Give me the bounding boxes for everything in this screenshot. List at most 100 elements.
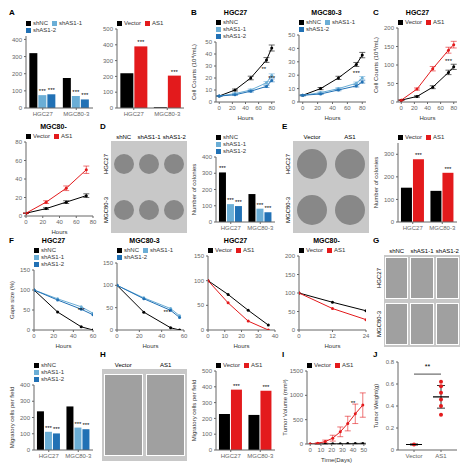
svg-text:0: 0 [201, 327, 205, 333]
svg-text:30: 30 [288, 59, 295, 65]
svg-text:Vector: Vector [405, 453, 422, 459]
svg-text:Hours: Hours [233, 343, 249, 349]
svg-text:***: *** [45, 425, 53, 431]
svg-text:***: *** [74, 421, 82, 427]
svg-text:Hours: Hours [142, 343, 158, 349]
svg-text:0: 0 [209, 99, 213, 105]
svg-text:200: 200 [202, 416, 213, 422]
svg-text:150: 150 [285, 272, 296, 278]
svg-text:20: 20 [411, 105, 418, 111]
svg-text:***: *** [444, 166, 452, 172]
svg-text:50: 50 [288, 309, 295, 315]
svg-text:100: 100 [20, 287, 31, 293]
svg-text:60: 60 [255, 105, 262, 111]
svg-text:HGC27: HGC27 [221, 453, 242, 459]
svg-text:20: 20 [328, 447, 335, 453]
svg-text:**: ** [262, 66, 267, 72]
svg-text:0: 0 [206, 333, 210, 339]
svg-text:0: 0 [24, 219, 28, 225]
svg-text:0.4: 0.4 [386, 403, 395, 409]
svg-text:1500: 1500 [290, 368, 304, 374]
svg-text:Hours: Hours [324, 343, 340, 349]
svg-text:***: *** [264, 205, 272, 211]
svg-text:500: 500 [103, 26, 114, 32]
svg-text:80: 80 [359, 105, 366, 111]
svg-text:100: 100 [103, 282, 114, 288]
svg-text:***: *** [164, 309, 172, 315]
svg-text:0.2: 0.2 [386, 425, 395, 431]
svg-text:200: 200 [202, 187, 213, 193]
svg-text:300: 300 [384, 151, 395, 157]
svg-text:100: 100 [285, 290, 296, 296]
svg-text:40: 40 [242, 105, 249, 111]
svg-text:400: 400 [12, 37, 23, 43]
svg-text:60: 60 [15, 158, 22, 164]
svg-text:Hours: Hours [51, 229, 67, 235]
svg-text:20: 20 [205, 75, 212, 81]
svg-text:50: 50 [23, 307, 30, 313]
svg-text:0: 0 [27, 327, 31, 333]
svg-text:10: 10 [221, 333, 228, 339]
svg-text:0: 0 [391, 219, 395, 225]
svg-text:0: 0 [292, 99, 296, 105]
svg-text:20: 20 [136, 333, 143, 339]
svg-text:HGC27: HGC27 [403, 225, 424, 231]
svg-text:50: 50 [361, 447, 368, 453]
svg-text:60: 60 [437, 105, 444, 111]
svg-text:0: 0 [115, 333, 119, 339]
svg-text:60: 60 [181, 333, 188, 339]
svg-text:***: *** [171, 69, 179, 75]
svg-text:50: 50 [288, 32, 295, 38]
svg-text:0: 0 [218, 105, 222, 111]
svg-text:Cell Counts (10⁴/mL): Cell Counts (10⁴/mL) [373, 37, 379, 93]
svg-text:40: 40 [205, 51, 212, 57]
svg-text:HGC27: HGC27 [39, 453, 60, 459]
svg-text:0: 0 [32, 333, 36, 339]
svg-text:***: *** [82, 422, 90, 428]
svg-text:50: 50 [205, 39, 212, 45]
svg-text:400: 400 [202, 384, 213, 390]
svg-text:HGC27: HGC27 [221, 225, 242, 231]
svg-text:MGC80-3: MGC80-3 [65, 453, 92, 459]
svg-text:24: 24 [363, 333, 370, 339]
svg-text:200: 200 [103, 74, 114, 80]
svg-text:40: 40 [15, 176, 22, 182]
svg-text:20: 20 [50, 333, 57, 339]
svg-text:***: *** [81, 92, 89, 98]
svg-text:300: 300 [20, 398, 31, 404]
svg-text:HGC27: HGC27 [124, 111, 145, 117]
svg-text:***: *** [39, 88, 47, 94]
svg-text:0: 0 [400, 105, 404, 111]
svg-text:Migratory cells per field: Migratory cells per field [191, 380, 197, 442]
svg-text:100: 100 [103, 89, 114, 95]
svg-text:500: 500 [293, 417, 304, 423]
svg-text:10: 10 [318, 447, 325, 453]
svg-text:Time(Days): Time(Days) [321, 457, 352, 463]
svg-text:***: *** [227, 197, 235, 203]
svg-text:***: *** [137, 39, 145, 45]
svg-text:***: *** [48, 87, 56, 93]
svg-text:30: 30 [255, 333, 262, 339]
svg-text:200: 200 [12, 71, 23, 77]
svg-text:100: 100 [12, 88, 23, 94]
svg-text:0: 0 [110, 105, 114, 111]
svg-text:40: 40 [56, 219, 63, 225]
svg-text:200: 200 [384, 25, 395, 31]
svg-text:0: 0 [292, 327, 296, 333]
svg-text:Number of colonies: Number of colonies [191, 164, 197, 216]
svg-text:200: 200 [384, 174, 395, 180]
svg-text:***: *** [53, 426, 61, 432]
svg-text:80: 80 [450, 105, 457, 111]
svg-text:300: 300 [202, 400, 213, 406]
svg-text:100: 100 [384, 197, 395, 203]
svg-text:***: *** [353, 70, 361, 76]
svg-text:60: 60 [73, 219, 80, 225]
svg-text:***: *** [268, 75, 276, 81]
svg-text:***: *** [262, 384, 270, 390]
svg-text:300: 300 [202, 170, 213, 176]
svg-text:Tumor Volume (mm³): Tumor Volume (mm³) [282, 379, 288, 435]
svg-text:Hours: Hours [324, 115, 340, 121]
svg-text:80: 80 [15, 139, 22, 145]
svg-text:100: 100 [194, 278, 205, 284]
svg-text:60: 60 [344, 105, 351, 111]
